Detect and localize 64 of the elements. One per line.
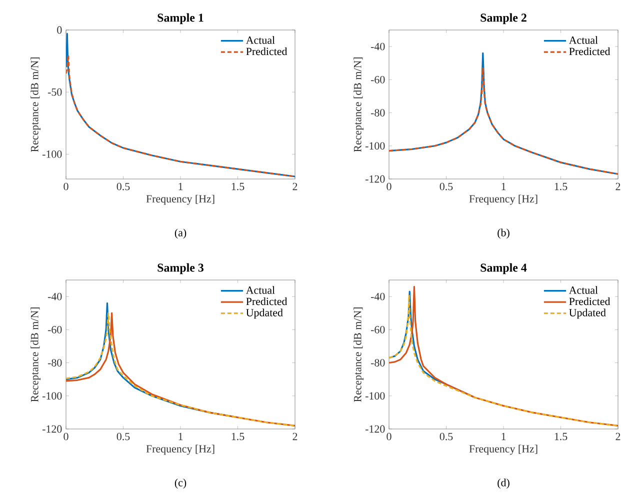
x-tick-label: 0 — [386, 182, 392, 190]
x-tick-label: 0.5 — [116, 182, 130, 190]
chart-title: Sample 3 — [158, 263, 204, 274]
x-tick-label: 0.5 — [440, 432, 453, 440]
y-tick-label: -60 — [370, 326, 385, 334]
legend-label: Actual — [568, 286, 598, 294]
y-axis-title: Receptance [dB m/N] — [30, 58, 41, 152]
x-tick-label: 1.5 — [554, 432, 568, 440]
y-tick-label: -50 — [48, 88, 62, 96]
x-tick-label: 0 — [64, 432, 68, 440]
y-axis-title: Receptance [dB m/N] — [354, 308, 364, 402]
y-tick-label: -120 — [365, 425, 385, 433]
x-tick-label: 0 — [64, 182, 68, 190]
x-tick-label: 1.5 — [232, 182, 244, 190]
x-tick-label: 1 — [178, 432, 183, 440]
text: (a) — [174, 228, 186, 239]
x-tick-label: 0.5 — [116, 432, 130, 440]
x-tick-label: 2 — [292, 182, 298, 190]
legend-label: Predicted — [246, 47, 288, 56]
chart-title: Sample 1 — [158, 13, 204, 24]
x-tick-label: 1.5 — [232, 432, 244, 440]
y-tick-label: -80 — [48, 359, 62, 366]
y-tick-label: -60 — [370, 76, 385, 84]
legend-label: Predicted — [569, 297, 610, 306]
x-tick-label: 1.5 — [554, 182, 568, 190]
y-tick-label: -120 — [42, 425, 62, 433]
text: (c) — [174, 478, 186, 489]
y-tick-label: -100 — [365, 392, 385, 400]
x-tick-label: 2 — [616, 182, 620, 190]
x-tick-label: 2 — [616, 432, 620, 440]
x-tick-label: 1 — [502, 432, 506, 440]
chart-title: Sample 4 — [480, 263, 527, 274]
y-tick-label: -100 — [42, 150, 62, 158]
y-tick-label: -120 — [365, 175, 385, 183]
x-axis-title: Frequency [Hz] — [469, 444, 538, 455]
legend-label: Updated — [569, 308, 606, 319]
x-tick-label: 1 — [178, 182, 183, 190]
x-tick-label: 0.5 — [440, 182, 453, 190]
text: (d) — [498, 478, 510, 489]
y-tick-label: -60 — [48, 326, 62, 334]
chart-title: Sample 2 — [480, 13, 526, 24]
y-tick-label: -100 — [365, 142, 385, 150]
y-axis-title: Receptance [dB m/N] — [30, 308, 41, 402]
y-tick-label: -40 — [370, 292, 385, 300]
x-axis-title: Frequency [Hz] — [469, 194, 538, 205]
legend-label: Actual — [246, 286, 275, 294]
x-axis-title: Frequency [Hz] — [146, 194, 214, 205]
legend-label: Predicted — [569, 47, 610, 56]
x-tick-label: 1 — [502, 182, 506, 190]
legend-label: Actual — [568, 36, 598, 44]
x-axis-title: Frequency [Hz] — [146, 444, 214, 455]
y-tick-label: 0 — [57, 26, 62, 34]
legend-label: Updated — [246, 308, 283, 319]
text: (b) — [498, 228, 510, 239]
y-tick-label: -40 — [48, 292, 62, 300]
x-tick-label: 2 — [292, 432, 298, 440]
y-tick-label: -80 — [370, 109, 385, 116]
legend-label: Predicted — [246, 297, 288, 306]
y-tick-label: -100 — [42, 392, 62, 400]
y-tick-label: -40 — [370, 42, 385, 50]
legend-label: Actual — [246, 36, 275, 44]
y-axis-title: Receptance [dB m/N] — [354, 58, 364, 152]
y-tick-label: -80 — [370, 359, 385, 366]
x-tick-label: 0 — [386, 432, 392, 440]
